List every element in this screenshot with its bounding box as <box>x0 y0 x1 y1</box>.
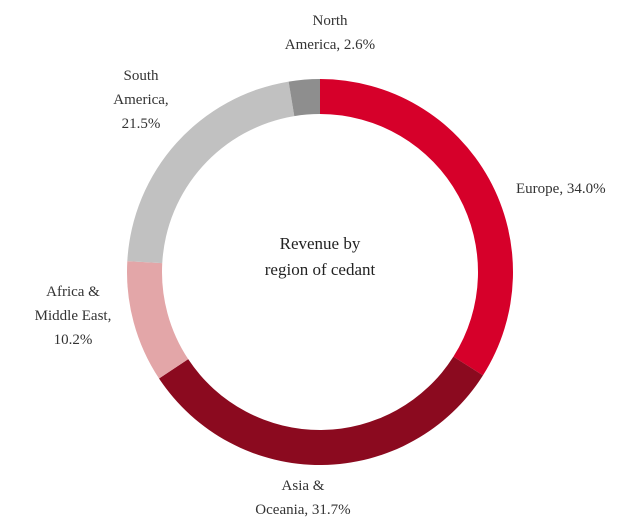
data-label-line: 21.5% <box>122 116 161 132</box>
donut-segment <box>288 79 320 117</box>
data-label-line: 10.2% <box>54 332 93 348</box>
donut-segment <box>320 79 513 376</box>
data-label-line: America, 2.6% <box>285 37 375 53</box>
donut-segment <box>126 261 189 379</box>
data-label: Africa & Middle East, 10.2% <box>35 284 112 348</box>
data-label: Europe, 34.0% <box>516 181 606 197</box>
data-label-line: Middle East, <box>35 308 112 324</box>
data-label-line: Africa & <box>46 284 100 300</box>
data-label: South America, 21.5% <box>113 68 168 132</box>
data-label: Asia & Oceania, 31.7% <box>255 478 350 518</box>
chart-title: Revenue by region of cedant <box>264 234 376 279</box>
data-label-line: Asia & <box>282 478 325 494</box>
data-label-line: Oceania, 31.7% <box>255 502 350 518</box>
data-label-line: Europe, 34.0% <box>516 181 606 197</box>
data-label: North America, 2.6% <box>285 13 375 53</box>
donut-segment <box>159 356 483 465</box>
data-label-line: North <box>313 13 348 29</box>
data-label-line: South <box>123 68 159 84</box>
data-label-line: America, <box>113 92 168 108</box>
donut-segment <box>127 81 295 264</box>
